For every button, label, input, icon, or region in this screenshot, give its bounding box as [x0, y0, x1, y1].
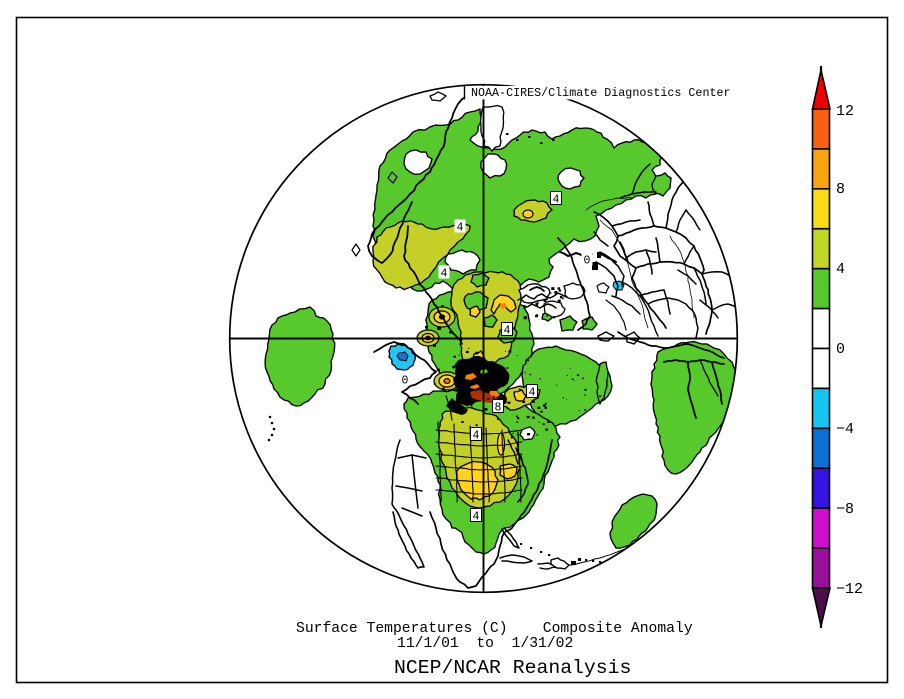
svg-text:0: 0 — [584, 255, 591, 268]
svg-text:Surface Temperatures (C) Co: Surface Temperatures (C) Composite Anoma… — [296, 621, 693, 637]
svg-text:8: 8 — [495, 402, 502, 415]
svg-text:4: 4 — [441, 268, 448, 281]
svg-text:−8: −8 — [836, 501, 854, 518]
svg-text:4: 4 — [504, 325, 511, 338]
svg-text:0: 0 — [402, 375, 409, 388]
svg-text:8: 8 — [836, 181, 845, 198]
svg-text:NCEP/NCAR Reanalysis: NCEP/NCAR Reanalysis — [394, 657, 631, 679]
svg-text:4: 4 — [473, 430, 480, 443]
svg-text:4: 4 — [473, 511, 480, 524]
svg-text:4: 4 — [553, 194, 560, 207]
svg-text:4: 4 — [529, 387, 536, 400]
svg-text:4: 4 — [836, 261, 845, 278]
svg-text:−12: −12 — [836, 581, 863, 598]
svg-text:11/1/01 to 1/31/02: 11/1/01 to 1/31/02 — [397, 636, 573, 652]
svg-text:4: 4 — [457, 222, 464, 235]
svg-text:NOAA-CIRES/Climate Diagnostics: NOAA-CIRES/Climate Diagnostics Center — [471, 86, 731, 100]
svg-text:0: 0 — [836, 341, 845, 358]
svg-text:−4: −4 — [836, 421, 854, 438]
svg-text:12: 12 — [836, 103, 854, 120]
